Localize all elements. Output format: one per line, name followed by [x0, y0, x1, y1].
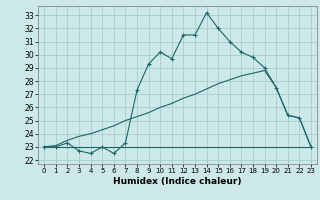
X-axis label: Humidex (Indice chaleur): Humidex (Indice chaleur) [113, 177, 242, 186]
